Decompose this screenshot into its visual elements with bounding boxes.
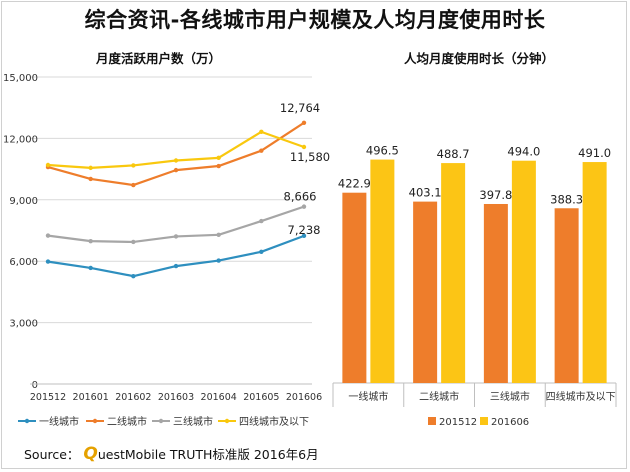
- end-value-label: 8,666: [284, 190, 317, 204]
- bar-chart-title: 人均月度使用时长（分钟）: [404, 51, 555, 66]
- data-point: [45, 259, 51, 264]
- data-point: [301, 204, 307, 209]
- x-tick-label: 201601: [73, 392, 109, 403]
- bar-value-label: 491.0: [578, 146, 611, 160]
- data-point: [301, 120, 307, 125]
- bar: [483, 203, 508, 383]
- bar: [441, 163, 466, 383]
- data-point: [173, 263, 179, 269]
- data-point: [131, 239, 136, 245]
- data-point: [173, 158, 179, 163]
- data-point: [216, 258, 221, 263]
- x-tick-label: 201604: [201, 392, 237, 403]
- bar: [554, 208, 579, 383]
- x-tick-label: 201603: [158, 392, 194, 403]
- y-tick-label: 0: [32, 380, 38, 391]
- bar: [413, 201, 438, 383]
- data-point: [259, 129, 264, 135]
- legend-label: 三线城市: [173, 415, 213, 428]
- category-label: 一线城市: [348, 390, 388, 403]
- data-point: [259, 249, 264, 254]
- bar: [582, 162, 607, 383]
- legend-marker-dot: [24, 418, 30, 424]
- bar: [370, 159, 395, 383]
- legend-marker-dot: [224, 418, 230, 424]
- legend-marker: [428, 417, 436, 425]
- y-tick-label: 9,000: [9, 196, 38, 207]
- bar-value-label: 488.7: [437, 147, 470, 161]
- end-value-label: 12,764: [280, 101, 320, 115]
- source-note: Source： QuestMobile TRUTH标准版 2016年6月: [24, 444, 319, 464]
- legend-marker-dot: [158, 418, 164, 424]
- y-tick-label: 12,000: [3, 134, 38, 145]
- line-chart-title: 月度活跃用户数（万）: [96, 51, 222, 66]
- legend-marker-dot: [92, 418, 98, 424]
- y-tick-label: 15,000: [3, 73, 38, 84]
- data-point: [88, 238, 93, 244]
- data-point: [216, 163, 221, 169]
- category-label: 四线城市及以下: [546, 390, 616, 403]
- x-tick-label: 201602: [115, 392, 151, 403]
- data-point: [88, 176, 93, 182]
- brand-rest: uestMobile TRUTH标准版 2016年6月: [97, 447, 319, 462]
- y-tick-label: 3,000: [9, 319, 38, 330]
- data-point: [259, 148, 264, 153]
- legend-label: 一线城市: [39, 415, 79, 428]
- page-title: 综合资讯-各线城市用户规模及人均月度使用时长: [84, 8, 546, 32]
- data-point: [45, 162, 51, 168]
- bar-value-label: 494.0: [507, 145, 540, 159]
- x-tick-label: 201606: [286, 392, 322, 403]
- legend-marker: [480, 417, 488, 425]
- source-prefix: Source：: [24, 447, 80, 462]
- data-point: [301, 233, 307, 239]
- data-point: [216, 232, 221, 237]
- bar: [342, 192, 367, 383]
- bar-value-label: 422.9: [338, 177, 371, 191]
- bar-value-label: 496.5: [366, 144, 399, 158]
- y-tick-label: 6,000: [9, 257, 38, 268]
- bar-value-label: 403.1: [409, 186, 442, 200]
- x-tick-label: 201605: [243, 392, 279, 403]
- bar-value-label: 388.3: [550, 192, 583, 206]
- legend-label: 201512: [439, 417, 477, 428]
- data-point: [216, 155, 221, 161]
- data-point: [301, 144, 307, 150]
- end-value-label: 7,238: [288, 223, 321, 237]
- legend-label: 四线城市及以下: [239, 415, 309, 428]
- data-point: [131, 163, 136, 168]
- data-point: [45, 233, 51, 238]
- data-point: [88, 265, 93, 271]
- end-value-label: 11,580: [290, 150, 330, 164]
- data-point: [88, 165, 93, 171]
- bar-value-label: 397.8: [479, 188, 512, 202]
- data-point: [259, 218, 264, 224]
- category-label: 三线城市: [490, 390, 530, 403]
- data-point: [173, 167, 179, 173]
- legend-label: 201606: [491, 417, 529, 428]
- data-point: [173, 234, 179, 239]
- category-label: 二线城市: [419, 390, 459, 403]
- data-point: [131, 273, 136, 279]
- bar: [511, 160, 536, 383]
- legend-label: 二线城市: [107, 415, 147, 428]
- data-point: [131, 182, 136, 188]
- x-tick-label: 201512: [30, 392, 66, 403]
- brand-initial: Q: [83, 444, 98, 464]
